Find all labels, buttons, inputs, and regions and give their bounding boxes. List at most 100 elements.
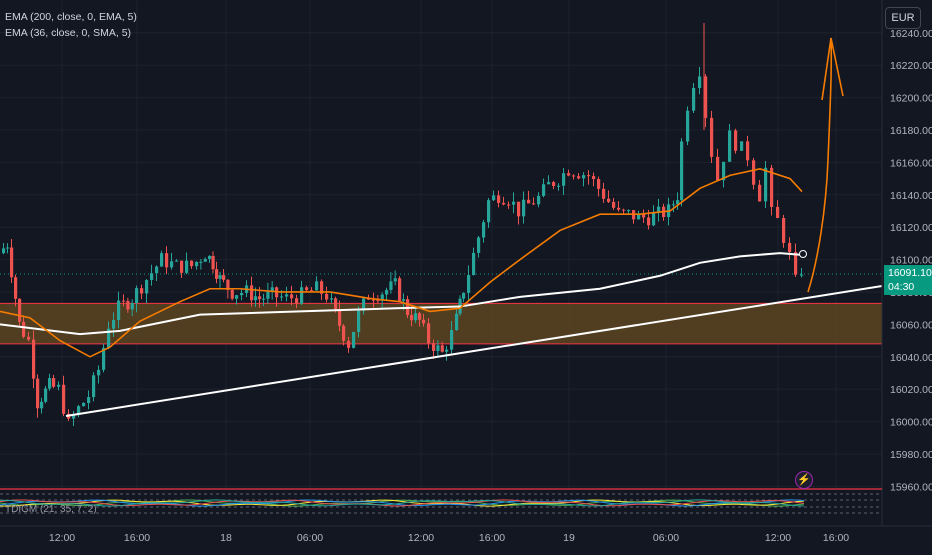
candle [32,330,36,389]
candle-body [22,321,26,337]
candle [14,274,18,307]
candle-body [752,160,756,185]
candle [6,243,10,254]
ema200-legend[interactable]: EMA (200, close, 0, EMA, 5) [5,11,137,23]
candle [572,174,576,180]
candle-body [325,293,329,300]
time-tick-label: 12:00 [765,532,791,544]
candle [240,289,244,301]
candle-body [270,287,274,292]
candle [230,289,234,301]
candle [325,286,329,303]
arrow-head [821,37,844,101]
candle [632,210,636,224]
candle-body [362,298,366,311]
candle-body [150,273,154,280]
candles [2,66,804,426]
candle-body [410,315,414,321]
price-tick-label: 16000.00 [890,417,932,429]
ema36-legend[interactable]: EMA (36, close, 0, SMA, 5) [5,27,132,39]
time-tick-label: 12:00 [408,532,434,544]
candle [410,306,414,327]
oscillator-legend[interactable]: TDIGM (21, 35, 7, 2) [5,504,97,515]
candle [185,252,189,275]
candle [208,255,212,263]
currency-button[interactable]: EUR [885,7,921,29]
candle-body [36,378,40,409]
candle [270,281,274,300]
candle [126,297,130,313]
candle-body [92,375,96,398]
candle-body [97,369,101,376]
candle [467,265,471,301]
price-tick-label: 15960.00 [890,481,932,493]
candle-body [40,401,44,409]
candle-body [422,319,426,324]
candle-body [532,203,536,205]
candle-body [82,402,86,407]
candle [342,324,346,346]
lightning-icon[interactable]: ⚡ [795,471,813,489]
candle [330,292,334,304]
candle [211,251,215,274]
candle [362,297,366,315]
candle-body [160,253,164,267]
candle-body [722,161,726,181]
candle-body [482,222,486,238]
candle-body [102,347,106,370]
candle [62,375,66,417]
candle [117,291,121,329]
candle [155,265,159,281]
candle [746,135,750,167]
candle-body [597,179,601,189]
candle-body [222,275,226,280]
candle-body [122,300,126,302]
candle [250,276,254,307]
candle-body [686,110,690,142]
candle [728,124,732,162]
candle-body [537,195,541,205]
candle-body [305,287,309,291]
candle-body [62,384,66,414]
candle-body [728,130,732,162]
candle [734,128,738,154]
candle-body [240,292,244,296]
price-axis: 16240.00 16220.00 16200.00 16180.00 16160.00… [881,0,932,526]
candle [552,180,556,190]
time-tick-label: 18 [220,532,232,544]
candle [698,66,702,95]
osc-series-line [0,499,805,507]
candle [266,282,270,305]
candle-body [542,184,546,196]
oscillator-pane [0,488,882,514]
candle [445,345,449,361]
candle-body [180,260,184,273]
candle [522,191,526,224]
candle [315,276,319,291]
candle-body [208,255,212,259]
candle-body [203,258,207,262]
candle-body [112,320,116,329]
candle-body [627,210,631,212]
candle-body [347,340,351,348]
candle [385,287,389,301]
candle [180,260,184,279]
candle-body [577,176,581,179]
candle [672,200,676,213]
candle-body [436,345,440,351]
candle-body [195,261,199,267]
candle [492,190,496,202]
candle-body [502,202,506,205]
candle [455,309,459,331]
candle-body [462,292,466,299]
candle-body [27,336,31,340]
candle [562,168,566,195]
candle [450,321,454,355]
candle-body [175,260,179,262]
price-tick-label: 16220.00 [890,60,932,72]
candle-body [2,248,6,254]
candle [72,411,76,426]
candle [107,321,111,350]
